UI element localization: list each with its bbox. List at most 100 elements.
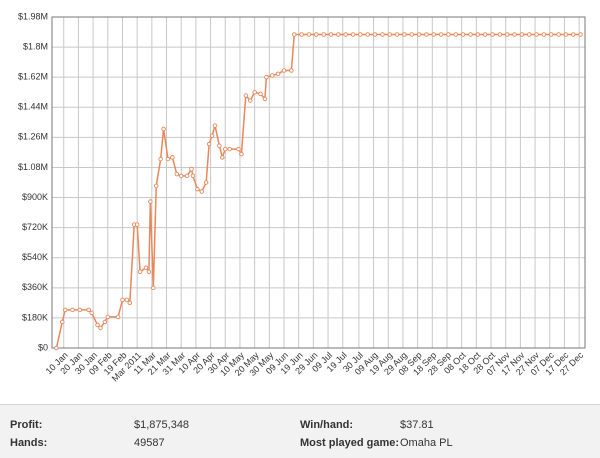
data-point [217, 143, 222, 148]
y-tick-label: $0 [38, 342, 48, 352]
data-point [416, 32, 422, 37]
data-point [178, 173, 184, 179]
data-point [402, 32, 407, 37]
data-point [424, 32, 429, 37]
data-point [54, 345, 59, 351]
y-tick-label: $1.26M [18, 132, 48, 142]
data-point [105, 314, 111, 320]
data-point [336, 32, 341, 37]
data-point [482, 32, 488, 37]
data-point [154, 183, 159, 189]
data-point [95, 322, 100, 328]
data-point [89, 310, 94, 316]
data-point [165, 156, 171, 162]
data-point [409, 32, 414, 37]
data-point [490, 32, 495, 37]
data-point [446, 32, 451, 37]
data-point [195, 186, 200, 192]
data-point [62, 307, 68, 313]
data-point [475, 32, 481, 37]
data-point [504, 32, 510, 37]
data-point [239, 151, 244, 157]
data-point [306, 32, 312, 37]
data-point [262, 96, 268, 102]
data-point [321, 32, 326, 37]
y-tick-label: $180K [22, 312, 48, 322]
data-point [275, 71, 281, 77]
y-tick-label: $1.62M [18, 72, 48, 82]
data-point [571, 32, 576, 37]
data-point [148, 199, 153, 204]
data-point [512, 32, 517, 37]
data-point [548, 32, 554, 37]
data-point [534, 32, 539, 37]
stat-value: Omaha PL [400, 437, 453, 449]
data-point [252, 89, 257, 95]
plot-border [51, 16, 586, 349]
data-point [258, 91, 263, 97]
data-point [134, 222, 140, 227]
data-point [556, 32, 561, 37]
y-tick-label: $1.98M [18, 11, 48, 21]
data-point [264, 74, 269, 80]
data-point [281, 68, 287, 73]
data-point [98, 325, 103, 331]
data-point [380, 32, 385, 37]
stat-value: $1,875,348 [134, 419, 190, 431]
stat-label: Hands: [10, 437, 48, 449]
data-point [497, 32, 503, 37]
data-point [70, 307, 75, 313]
data-point [189, 166, 194, 172]
data-point [151, 285, 156, 291]
data-point [102, 319, 108, 325]
data-point [299, 32, 304, 37]
data-point [212, 123, 218, 128]
data-point [365, 32, 370, 37]
data-point [563, 32, 569, 37]
data-point [174, 171, 180, 177]
data-point [190, 173, 196, 179]
data-point [127, 300, 133, 306]
data-point [578, 32, 583, 37]
plot-area [52, 17, 585, 348]
data-point [350, 32, 356, 37]
data-point [394, 32, 400, 37]
data-point [143, 265, 149, 271]
data-point [431, 32, 437, 37]
y-tick-label: $900K [22, 192, 48, 202]
data-point [289, 68, 294, 73]
data-point [158, 156, 163, 162]
data-point [247, 98, 253, 103]
data-point [209, 133, 215, 138]
data-point [60, 319, 65, 325]
data-point [206, 141, 212, 147]
data-point [146, 269, 152, 275]
data-point [372, 32, 378, 37]
data-point [199, 189, 205, 194]
data-point [223, 146, 228, 152]
stats-panel: Profit: $1,875,348 Win/hand: $37.81 Hand… [0, 404, 600, 458]
data-point [86, 307, 91, 313]
stat-value: 49587 [134, 437, 165, 449]
chart: $0 $180K $360K $540K $720K $900K $1.08M $1.26M $… [18, 11, 586, 383]
data-point [358, 32, 363, 37]
data-point [387, 32, 392, 37]
y-tick-label: $360K [22, 282, 48, 292]
data-point [541, 32, 547, 37]
data-point [438, 32, 444, 37]
y-tick-label: $720K [22, 222, 48, 232]
data-point [269, 73, 275, 78]
data-point [77, 307, 83, 313]
stat-label: Profit: [10, 419, 43, 431]
data-point [328, 32, 334, 37]
data-point [343, 32, 348, 37]
stat-label: Win/hand: [300, 419, 354, 431]
data-point [236, 146, 241, 152]
data-point [468, 32, 473, 37]
y-tick-label: $540K [22, 252, 48, 262]
y-tick-label: $1.8M [23, 41, 48, 51]
data-point [120, 297, 125, 303]
stat-value: $37.81 [400, 419, 434, 431]
data-point [292, 32, 297, 37]
